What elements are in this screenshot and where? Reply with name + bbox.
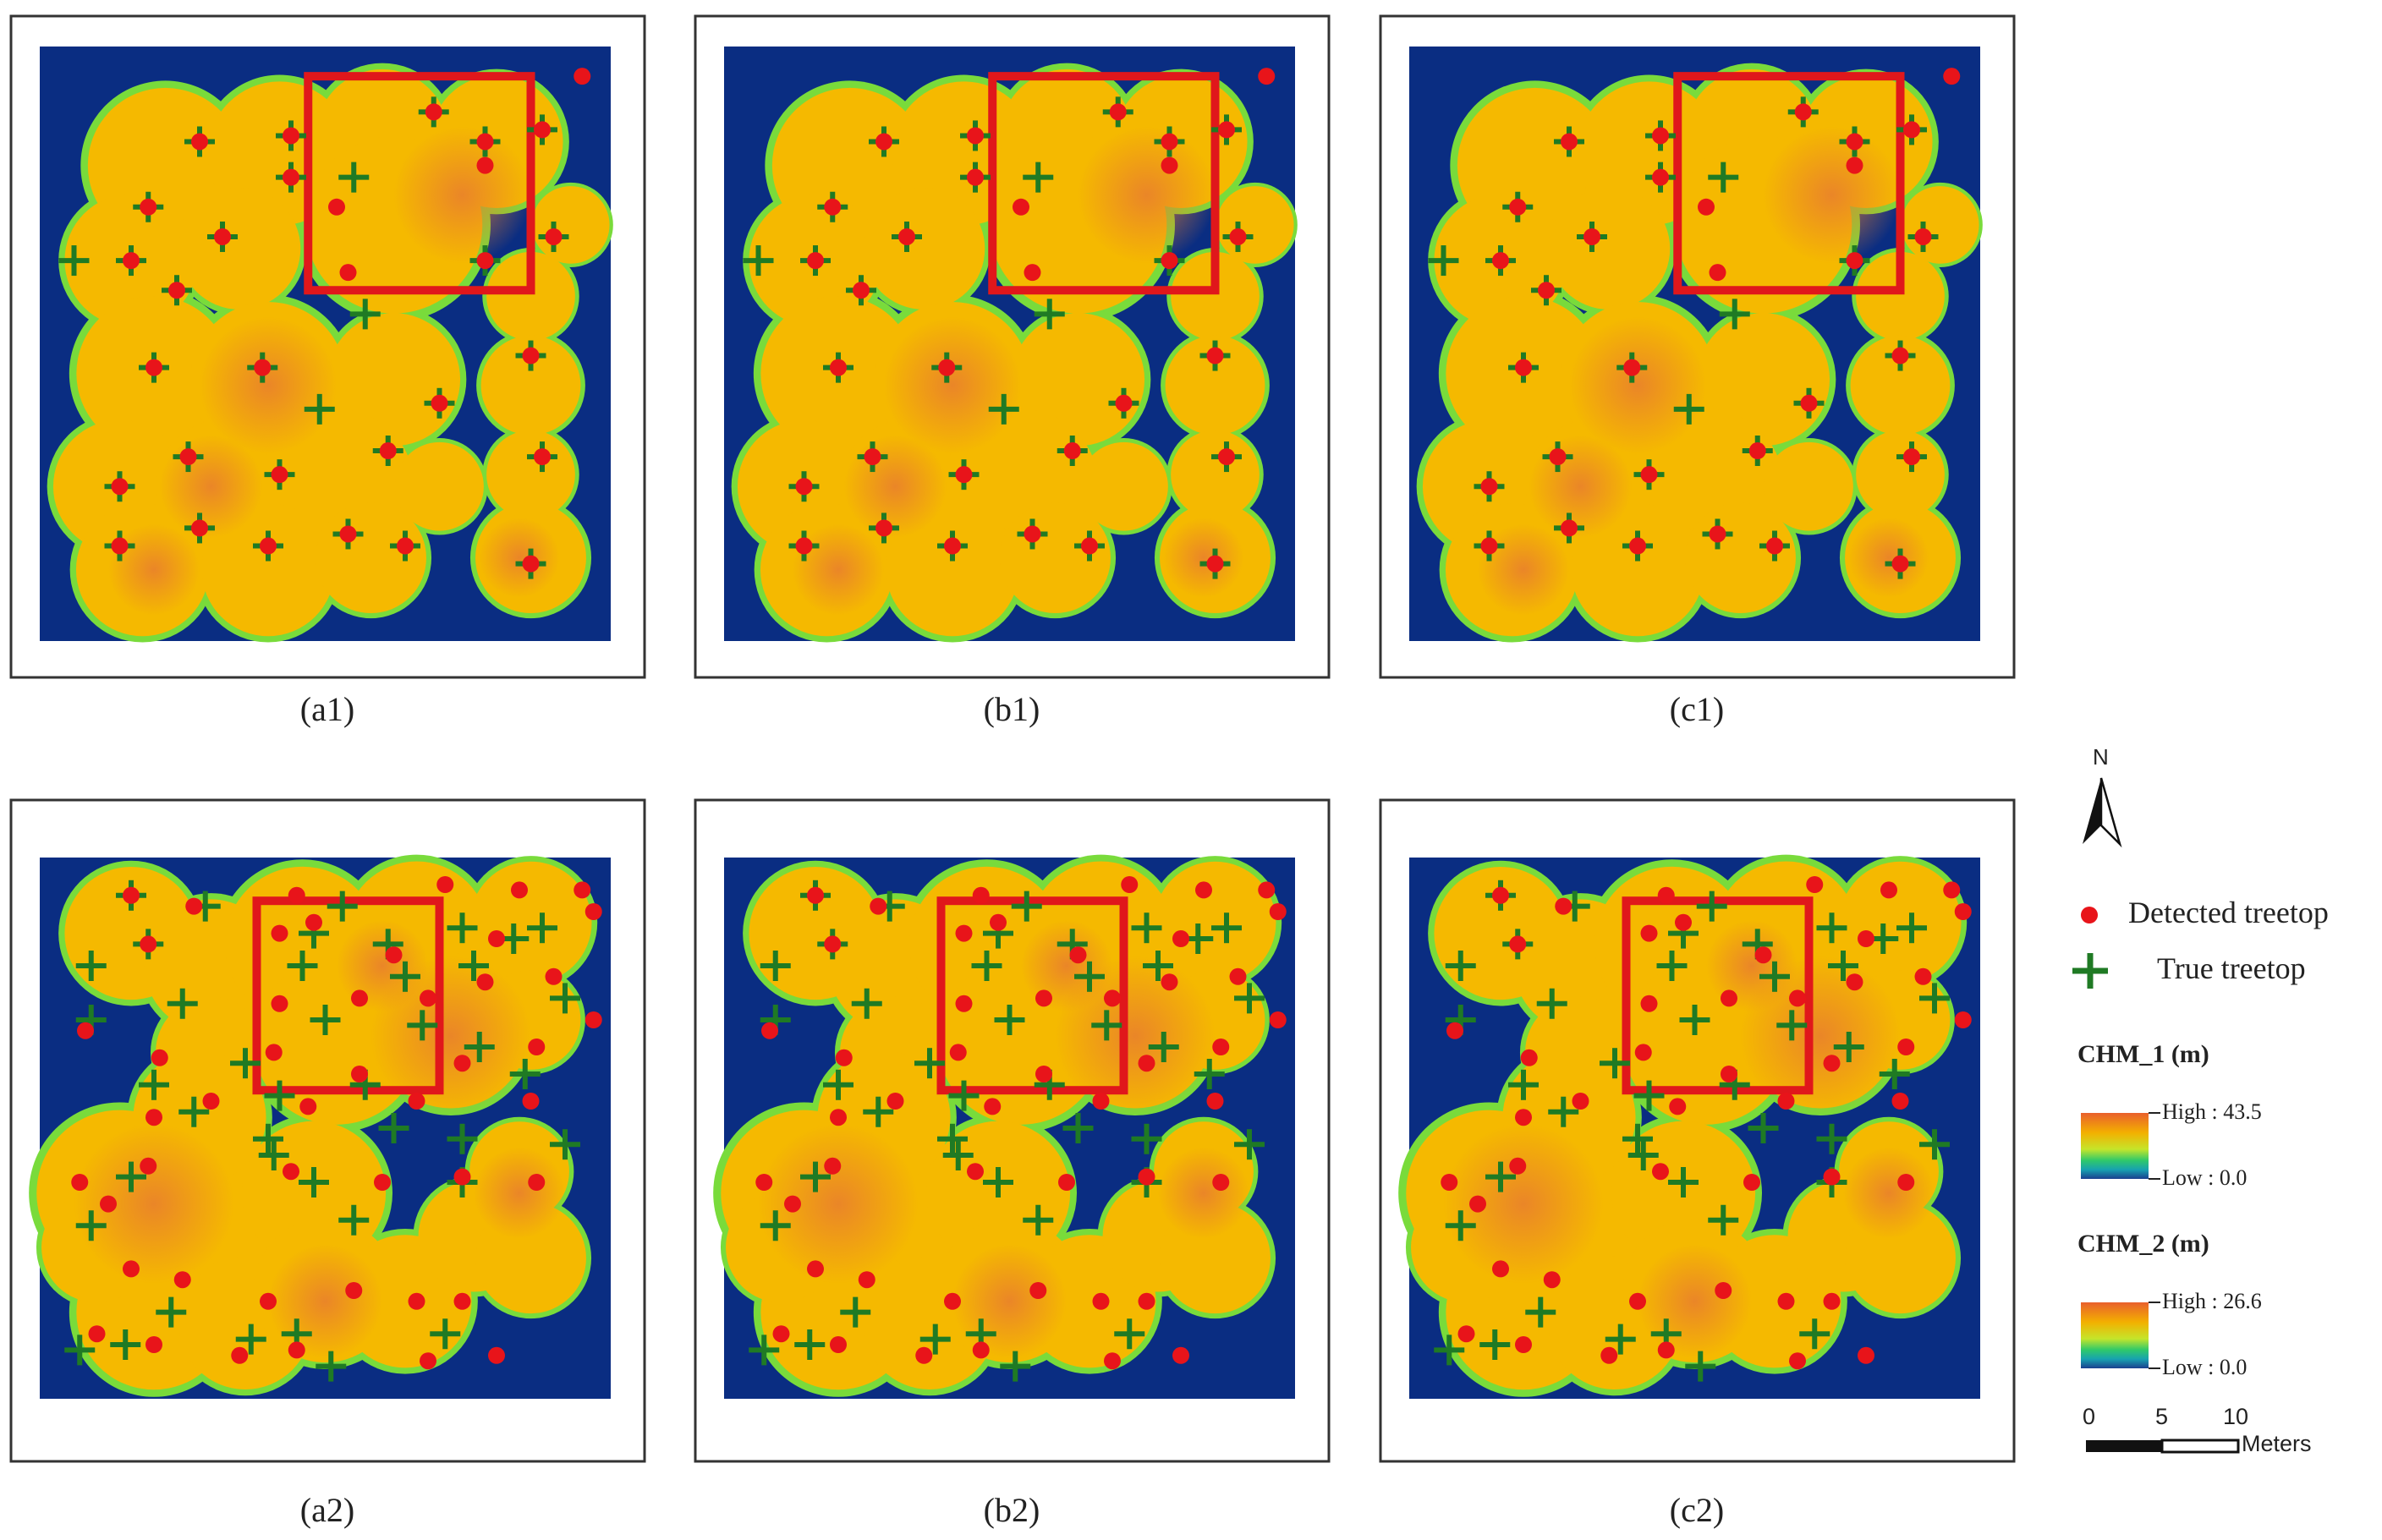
true-treetop-icon [2072, 953, 2108, 989]
caption-b1: (b1) [983, 690, 1040, 728]
map-legend: N Detected treetop True treetop CHM_1 (m… [2064, 744, 2382, 1471]
scale-tick-0: 0 [2083, 1404, 2096, 1429]
map-panels [9, 14, 2016, 1463]
scale-tick-10: 10 [2223, 1404, 2249, 1429]
detected-treetop-icon [2081, 907, 2098, 923]
chm2-color-ramp [2081, 1302, 2149, 1368]
north-arrow-icon [2083, 777, 2122, 848]
caption-c1: (c1) [1669, 690, 1725, 728]
caption-b2: (b2) [983, 1491, 1040, 1529]
true-treetop-label: True treetop [2157, 951, 2306, 985]
chm2-high-label: High : 26.6 [2162, 1289, 2262, 1313]
chm1-legend-title: CHM_1 (m) [2077, 1040, 2209, 1068]
scale-unit-label: Meters [2242, 1431, 2312, 1456]
chm2-low-label: Low : 0.0 [2162, 1355, 2248, 1379]
chm2-legend-title: CHM_2 (m) [2077, 1230, 2209, 1258]
caption-a1: (a1) [299, 690, 355, 728]
north-label: N [2093, 744, 2109, 770]
chm1-high-label: High : 43.5 [2162, 1099, 2262, 1124]
detected-treetop-label: Detected treetop [2128, 896, 2329, 929]
caption-a2: (a2) [299, 1491, 355, 1529]
chm1-low-label: Low : 0.0 [2162, 1165, 2248, 1190]
scale-tick-5: 5 [2155, 1404, 2169, 1429]
scale-bar [2086, 1439, 2240, 1454]
chm1-color-ramp [2081, 1113, 2149, 1179]
caption-c2: (c2) [1669, 1491, 1725, 1529]
